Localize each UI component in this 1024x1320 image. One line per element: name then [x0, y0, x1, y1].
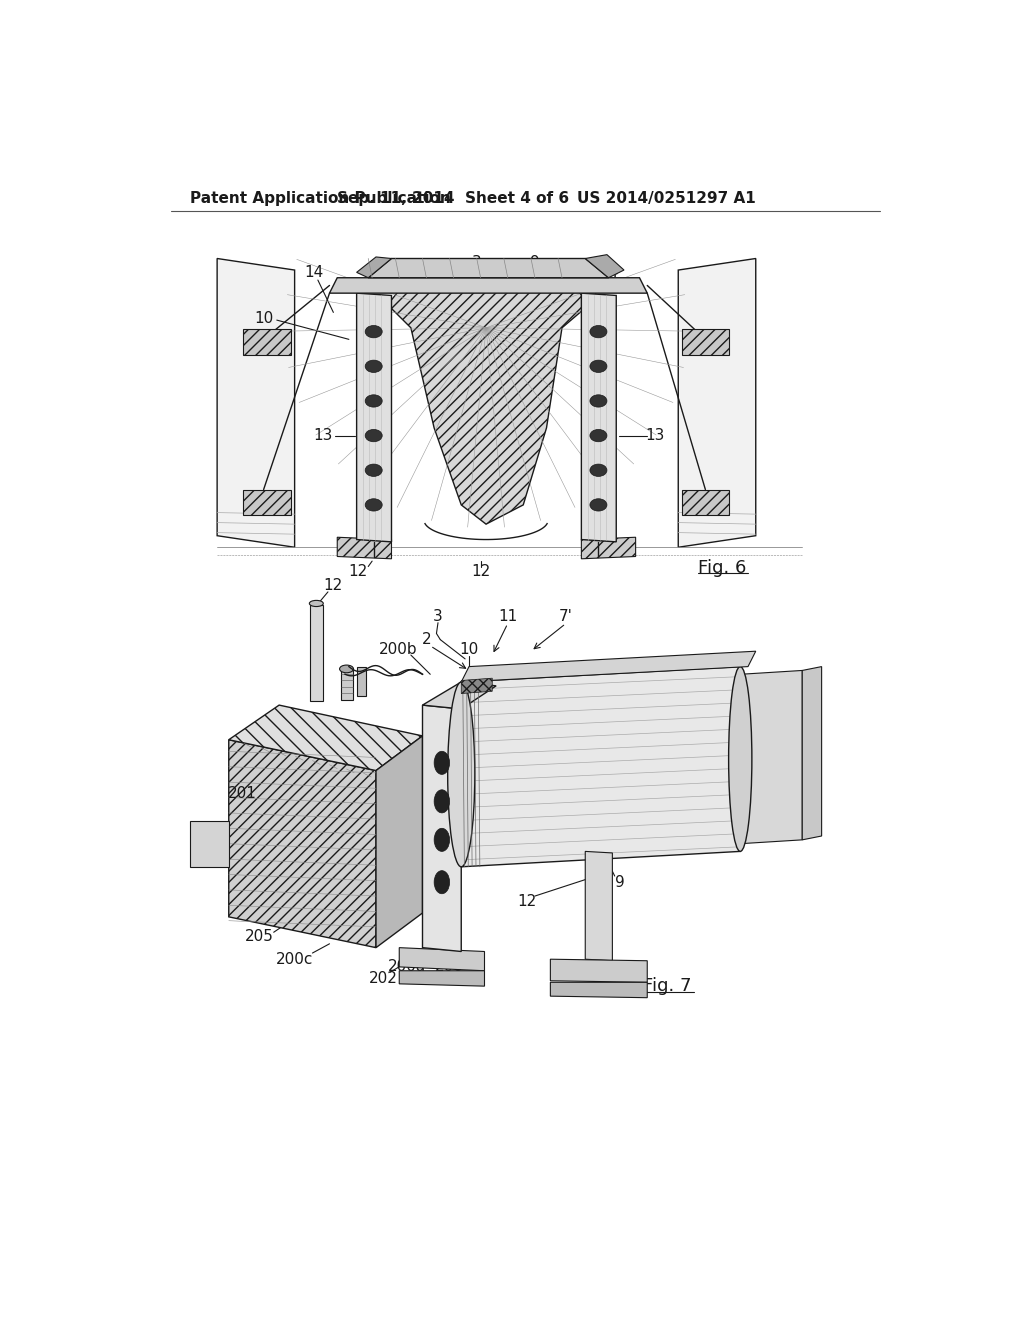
Text: 11: 11	[367, 265, 386, 280]
Text: 202: 202	[370, 972, 398, 986]
Polygon shape	[330, 277, 647, 293]
Ellipse shape	[590, 326, 607, 338]
Text: Patent Application Publication: Patent Application Publication	[190, 191, 451, 206]
Polygon shape	[243, 330, 291, 355]
Ellipse shape	[366, 429, 382, 442]
Polygon shape	[356, 293, 391, 543]
Ellipse shape	[366, 499, 382, 511]
Polygon shape	[461, 651, 756, 682]
Text: 9: 9	[615, 875, 625, 890]
Text: 2: 2	[422, 632, 431, 647]
Ellipse shape	[590, 429, 607, 442]
Text: 13: 13	[313, 428, 333, 444]
Text: Sep. 11, 2014  Sheet 4 of 6: Sep. 11, 2014 Sheet 4 of 6	[338, 191, 569, 206]
Polygon shape	[190, 821, 228, 867]
Ellipse shape	[309, 601, 324, 607]
Ellipse shape	[366, 395, 382, 407]
Text: Fig. 7: Fig. 7	[643, 977, 692, 995]
Text: 12: 12	[348, 565, 368, 579]
Text: 200: 200	[435, 960, 464, 974]
Polygon shape	[550, 982, 647, 998]
Polygon shape	[740, 671, 802, 843]
Polygon shape	[376, 737, 423, 948]
Ellipse shape	[434, 829, 450, 851]
Polygon shape	[310, 605, 324, 701]
Text: 200c: 200c	[275, 952, 313, 966]
Polygon shape	[337, 537, 391, 558]
Polygon shape	[461, 678, 493, 693]
Polygon shape	[586, 255, 624, 277]
Text: 14: 14	[304, 265, 324, 280]
Text: 200a: 200a	[388, 960, 426, 974]
Text: 201: 201	[228, 787, 257, 801]
Ellipse shape	[434, 871, 450, 894]
Text: 7': 7'	[420, 265, 433, 280]
Text: 7': 7'	[559, 609, 572, 624]
Ellipse shape	[590, 499, 607, 511]
Ellipse shape	[366, 326, 382, 338]
Polygon shape	[399, 970, 484, 986]
Ellipse shape	[590, 360, 607, 372]
Polygon shape	[399, 948, 484, 970]
Polygon shape	[461, 667, 740, 867]
Text: 11: 11	[498, 609, 517, 624]
Ellipse shape	[590, 465, 607, 477]
Polygon shape	[217, 259, 295, 548]
Polygon shape	[582, 537, 636, 558]
Text: 10: 10	[460, 642, 478, 657]
Polygon shape	[423, 682, 496, 709]
Polygon shape	[356, 667, 366, 696]
Ellipse shape	[729, 667, 752, 851]
Text: 3: 3	[433, 609, 442, 624]
Ellipse shape	[366, 360, 382, 372]
Text: 13: 13	[645, 428, 665, 444]
Polygon shape	[582, 293, 616, 543]
Text: 12: 12	[471, 565, 490, 579]
Text: 12: 12	[517, 894, 537, 909]
Polygon shape	[802, 667, 821, 840]
Ellipse shape	[434, 751, 450, 775]
Text: 12: 12	[324, 578, 343, 593]
Ellipse shape	[366, 465, 382, 477]
Text: 14: 14	[599, 265, 618, 280]
Polygon shape	[678, 259, 756, 548]
Ellipse shape	[434, 789, 450, 813]
Polygon shape	[586, 851, 612, 961]
Polygon shape	[356, 257, 391, 277]
Polygon shape	[682, 490, 729, 515]
Text: 3: 3	[472, 255, 481, 269]
Text: 9: 9	[530, 255, 540, 269]
Polygon shape	[243, 490, 291, 515]
Ellipse shape	[447, 682, 475, 867]
Text: Fig. 6: Fig. 6	[697, 560, 746, 577]
Polygon shape	[550, 960, 647, 982]
Ellipse shape	[340, 665, 353, 673]
Polygon shape	[682, 330, 729, 355]
Polygon shape	[423, 705, 461, 952]
Polygon shape	[369, 259, 608, 277]
Polygon shape	[228, 739, 376, 948]
Text: 200b: 200b	[379, 642, 417, 657]
Text: 205: 205	[246, 928, 274, 944]
Text: US 2014/0251297 A1: US 2014/0251297 A1	[577, 191, 756, 206]
Polygon shape	[341, 671, 352, 700]
Polygon shape	[228, 705, 423, 771]
Text: 10: 10	[254, 312, 273, 326]
Polygon shape	[388, 285, 589, 524]
Ellipse shape	[590, 395, 607, 407]
